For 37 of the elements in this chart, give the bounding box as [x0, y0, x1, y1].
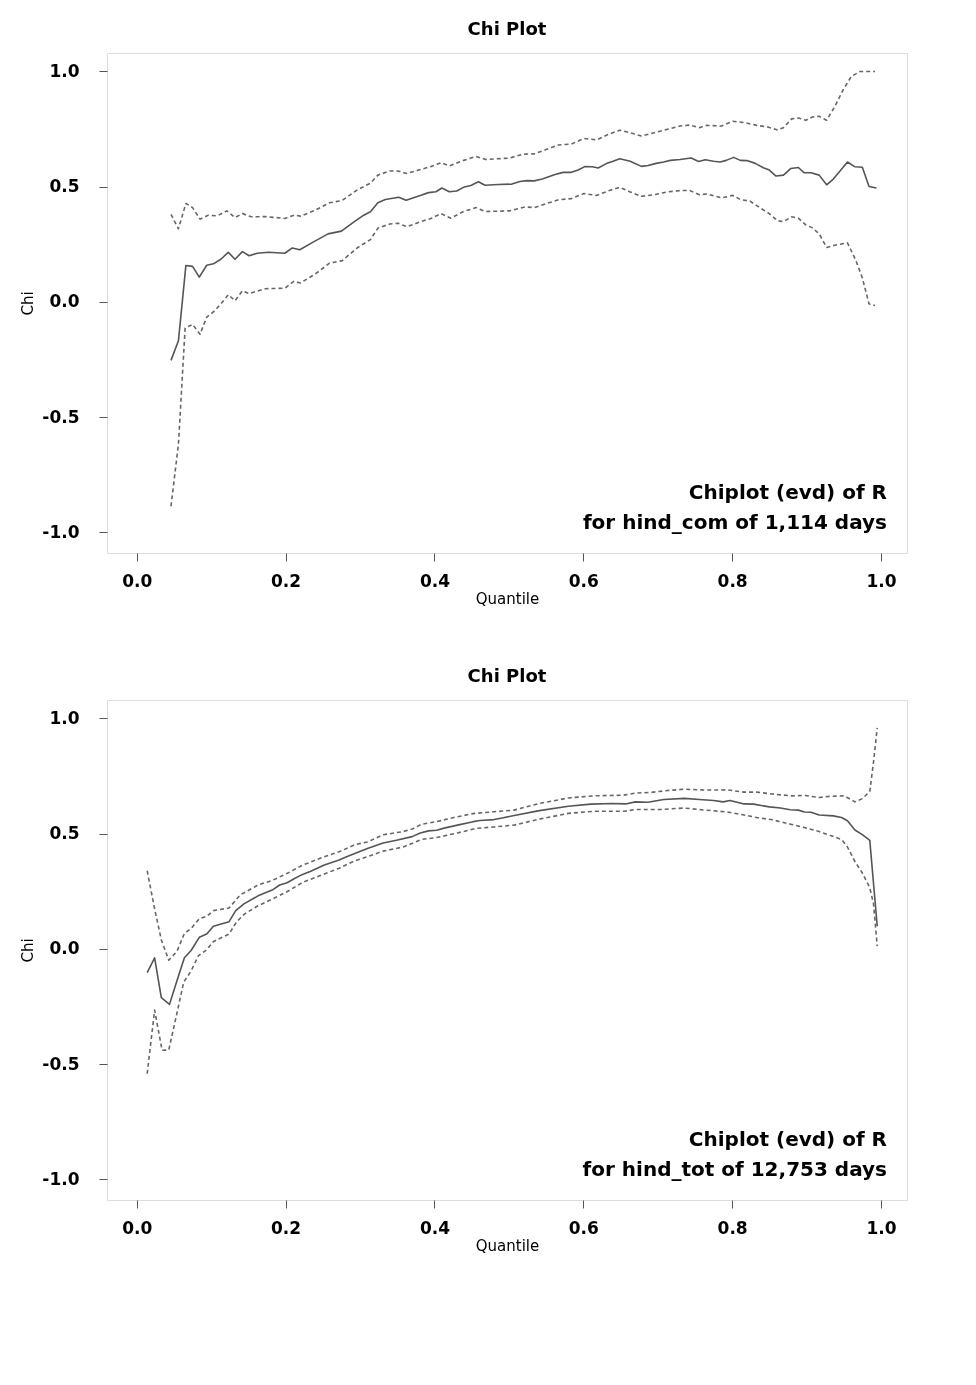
x-tick-label: 0.0 — [122, 570, 153, 591]
y-tick-label: -0.5 — [42, 1053, 80, 1074]
line-series — [146, 797, 879, 1006]
y-axis-title: Chi — [19, 938, 38, 963]
x-tick-label: 0.6 — [568, 1217, 599, 1238]
y-axis-title: Chi — [19, 291, 38, 316]
x-tick-label: 1.0 — [866, 570, 897, 591]
x-tick-label: 1.0 — [866, 1217, 897, 1238]
annotation: for hind_com of 1,114 days — [582, 510, 887, 534]
chart-title: Chi Plot — [467, 18, 547, 39]
y-tick-label: 0.5 — [49, 176, 80, 197]
chart-title: Chi Plot — [467, 665, 547, 686]
x-tick-label: 0.2 — [271, 1217, 302, 1238]
line-series — [170, 156, 878, 362]
x-tick-label: 0.4 — [419, 570, 451, 591]
x-axis-title: Quantile — [475, 1236, 540, 1255]
annotation: for hind_tot of 12,753 days — [582, 1157, 887, 1181]
y-tick-label: 1.0 — [49, 60, 80, 81]
x-tick-label: 0.4 — [419, 1217, 451, 1238]
x-tick-label: 0.2 — [271, 570, 302, 591]
line-series — [170, 70, 876, 230]
y-tick-label: -1.0 — [42, 521, 80, 542]
x-tick-label: 0.6 — [568, 570, 599, 591]
y-tick-label: 0.0 — [49, 291, 80, 312]
y-tick-label: -1.0 — [42, 1168, 80, 1189]
line-series — [146, 807, 879, 1075]
annotation: Chiplot (evd) of R — [688, 1127, 887, 1151]
x-tick-label: 0.8 — [717, 1217, 748, 1238]
y-tick-label: 1.0 — [49, 707, 80, 728]
x-axis-title: Quantile — [475, 589, 540, 608]
y-tick-label: 0.5 — [49, 823, 80, 844]
y-tick-label: 0.0 — [49, 938, 80, 959]
line-series — [146, 727, 879, 961]
x-tick-label: 0.0 — [122, 1217, 153, 1238]
y-tick-label: -0.5 — [42, 406, 80, 427]
x-tick-label: 0.8 — [717, 570, 748, 591]
annotation: Chiplot (evd) of R — [688, 480, 887, 504]
